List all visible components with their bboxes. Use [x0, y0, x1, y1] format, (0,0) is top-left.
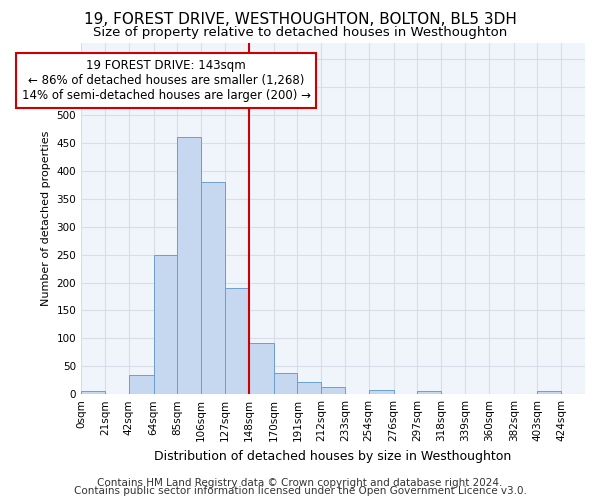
Bar [538, 392, 561, 394]
Bar [225, 288, 249, 394]
Text: 19, FOREST DRIVE, WESTHOUGHTON, BOLTON, BL5 3DH: 19, FOREST DRIVE, WESTHOUGHTON, BOLTON, … [83, 12, 517, 28]
Bar [201, 182, 225, 394]
X-axis label: Distribution of detached houses by size in Westhoughton: Distribution of detached houses by size … [154, 450, 512, 462]
Bar [128, 374, 154, 394]
Bar [81, 392, 105, 394]
Bar [369, 390, 394, 394]
Text: Contains public sector information licensed under the Open Government Licence v3: Contains public sector information licen… [74, 486, 526, 496]
Bar [249, 343, 274, 394]
Bar [154, 254, 178, 394]
Text: Size of property relative to detached houses in Westhoughton: Size of property relative to detached ho… [93, 26, 507, 39]
Bar [298, 382, 321, 394]
Bar [178, 138, 201, 394]
Text: 19 FOREST DRIVE: 143sqm
← 86% of detached houses are smaller (1,268)
14% of semi: 19 FOREST DRIVE: 143sqm ← 86% of detache… [22, 59, 311, 102]
Bar [418, 392, 441, 394]
Text: Contains HM Land Registry data © Crown copyright and database right 2024.: Contains HM Land Registry data © Crown c… [97, 478, 503, 488]
Bar [274, 373, 298, 394]
Y-axis label: Number of detached properties: Number of detached properties [41, 130, 51, 306]
Bar [321, 388, 345, 394]
